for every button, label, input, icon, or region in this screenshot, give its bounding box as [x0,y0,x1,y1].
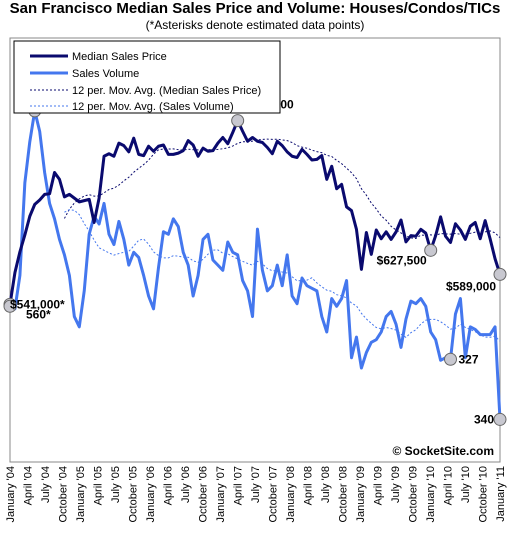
median-price-line [8,119,502,305]
x-tick-label: January '05 [75,466,87,523]
x-axis-ticks: January '04 April '04 July '04 October '04 J… [5,466,507,523]
x-tick-label: July '05 [110,466,122,503]
x-tick-label: October '07 [268,466,280,523]
price-annotation-99: $589,000 [446,279,496,293]
x-tick-label: July '08 [320,466,332,503]
price-annotation-85: $627,500 [377,253,427,267]
vol-annotation-99: 340 [474,412,494,426]
x-tick-label: October '08 [338,466,350,523]
x-tick-label: April '05 [93,466,105,505]
legend-box [13,40,281,114]
price-annotation-0: $541,000* [10,297,65,311]
x-tick-label: April '08 [303,466,315,505]
x-tick-label: January '09 [355,466,367,523]
price-marker-85 [424,243,438,257]
vol-annotation-89: 327 [459,352,479,366]
vol-marker-89 [444,352,458,366]
x-tick-label: October '05 [128,466,140,523]
vol-marker-0 [3,299,17,313]
sales-volume-line [9,109,502,420]
x-tick-label: April '04 [23,466,35,505]
price-marker-99 [493,267,507,281]
legend-label-volume: Sales Volume [72,68,139,80]
x-tick-label: July '07 [250,466,262,503]
vol-annotation-0: 560* [26,307,51,321]
series-layer [8,109,502,420]
x-tick-label: January '08 [285,466,297,523]
x-tick-label: July '06 [180,466,192,503]
x-tick-label: January '04 [5,466,17,523]
x-tick-label: January '10 [425,466,437,523]
x-tick-label: April '10 [443,466,455,505]
x-tick-label: April '07 [233,466,245,505]
x-tick-label: October '04 [58,466,70,523]
x-tick-label: July '10 [460,466,472,503]
vol-marker-99 [493,412,507,426]
x-tick-label: October '10 [478,466,490,523]
x-tick-label: April '06 [163,466,175,505]
x-tick-label: January '11 [495,466,507,522]
x-tick-label: January '06 [145,466,157,523]
volume-moving-average-line [64,209,501,342]
legend-label-volume-ma: 12 per. Mov. Avg. (Sales Volume) [72,101,234,113]
marker-layer [3,104,507,426]
x-tick-label: October '06 [198,466,210,523]
x-tick-label: January '07 [215,466,227,523]
chart-title: San Francisco Median Sales Price and Vol… [9,0,501,17]
x-tick-label: April '09 [373,466,385,505]
legend: Median Sales Price Sales Volume 12 per. … [13,40,281,114]
legend-label-price-ma: 12 per. Mov. Avg. (Median Sales Price) [72,85,261,97]
x-tick-label: July '04 [40,466,52,503]
legend-label-price: Median Sales Price [72,51,167,63]
x-tick-label: October '09 [408,466,420,523]
credit-text: © SocketSite.com [392,444,494,458]
x-tick-label: July '09 [390,466,402,503]
price-marker-46 [231,114,245,128]
chart-subtitle: (*Asterisks denote estimated data points… [145,18,365,32]
